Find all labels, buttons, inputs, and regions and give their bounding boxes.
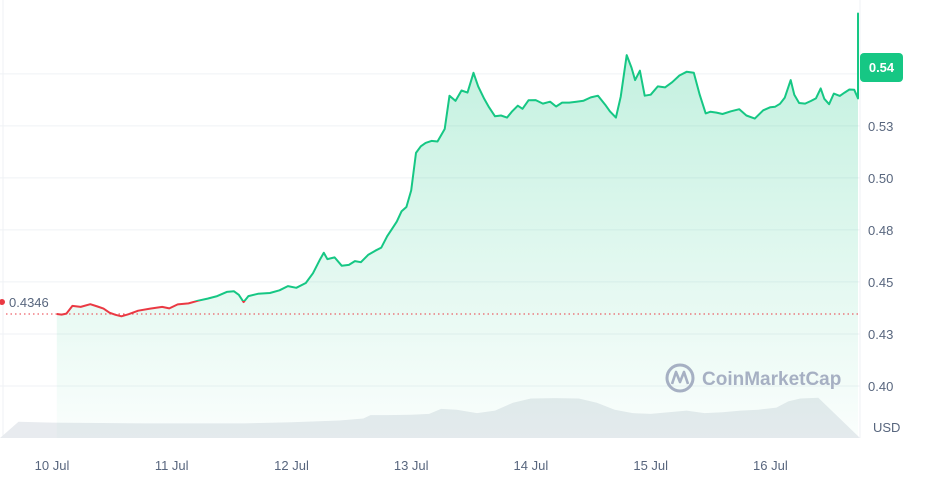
coinmarketcap-watermark: CoinMarketCap xyxy=(665,363,841,393)
x-tick-label: 13 Jul xyxy=(394,458,429,473)
x-axis: 10 Jul 11 Jul 12 Jul 13 Jul 14 Jul 15 Jul 16 J… xyxy=(35,458,788,473)
price-area-fill xyxy=(56,13,859,438)
currency-label: USD xyxy=(873,420,900,435)
price-area xyxy=(56,13,859,438)
coinmarketcap-logo-icon xyxy=(665,363,695,393)
x-tick-label: 16 Jul xyxy=(753,458,788,473)
x-tick-label: 12 Jul xyxy=(274,458,309,473)
x-tick-label: 14 Jul xyxy=(514,458,549,473)
y-tick-label: 0.43 xyxy=(868,327,893,342)
reference-dot xyxy=(0,299,5,305)
y-tick-label: 0.53 xyxy=(868,119,893,134)
watermark-text: CoinMarketCap xyxy=(702,369,841,390)
current-price-text: 0.54 xyxy=(869,60,895,75)
y-tick-label: 0.48 xyxy=(868,223,893,238)
x-tick-label: 11 Jul xyxy=(155,458,189,473)
y-tick-label: 0.45 xyxy=(868,275,893,290)
price-line xyxy=(56,12,859,318)
x-tick-label: 15 Jul xyxy=(633,458,668,473)
y-tick-label: 0.40 xyxy=(868,379,893,394)
current-price-badge: 0.54 xyxy=(860,53,903,82)
x-tick-label: 10 Jul xyxy=(35,458,70,473)
y-axis: 0.400.430.450.480.500.530.54 xyxy=(868,67,893,394)
price-line-up xyxy=(193,12,859,301)
reference-price-text: 0.4346 xyxy=(9,295,49,310)
y-tick-label: 0.50 xyxy=(868,171,893,186)
reference-price-label: 0.4346 xyxy=(0,295,49,310)
